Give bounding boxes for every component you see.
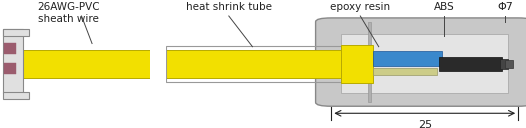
FancyBboxPatch shape: [316, 18, 526, 106]
Text: 25: 25: [418, 120, 432, 128]
Bar: [3, 29, 29, 36]
Bar: [4, 43, 16, 54]
Text: epoxy resin: epoxy resin: [330, 2, 390, 12]
Bar: [341, 45, 373, 83]
Bar: [505, 61, 513, 68]
Bar: [4, 63, 16, 74]
Bar: [3, 29, 23, 93]
Text: heat shrink tube: heat shrink tube: [186, 2, 272, 12]
Bar: [368, 22, 371, 102]
Bar: [439, 57, 502, 71]
Bar: [341, 34, 508, 93]
Text: 26AWG-PVC
sheath wire: 26AWG-PVC sheath wire: [37, 2, 100, 24]
Bar: [373, 51, 442, 66]
Bar: [500, 59, 508, 69]
Text: Φ7: Φ7: [497, 2, 513, 12]
Bar: [166, 50, 366, 78]
Text: ABS: ABS: [434, 2, 455, 12]
Bar: [150, 38, 166, 90]
Bar: [166, 46, 366, 82]
Bar: [23, 50, 150, 78]
Bar: [3, 92, 29, 99]
Bar: [373, 68, 437, 75]
